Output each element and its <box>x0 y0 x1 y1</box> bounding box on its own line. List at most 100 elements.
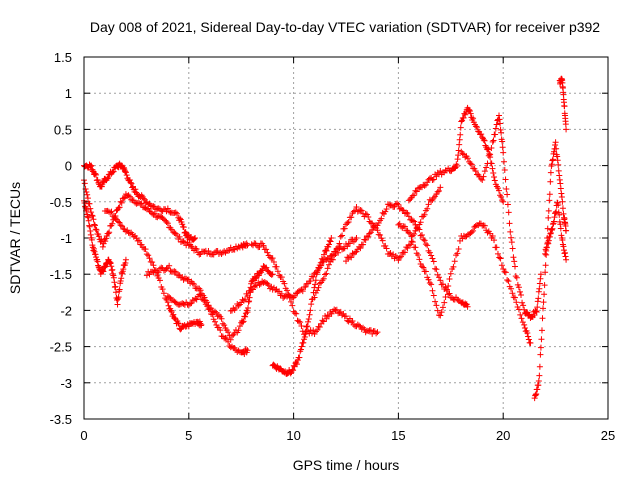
data-point-track-9 <box>365 328 372 335</box>
data-point-track-7 <box>264 280 271 287</box>
data-point-track-7 <box>346 240 353 247</box>
data-point-track-14 <box>485 152 492 159</box>
data-point-track-10 <box>358 207 365 214</box>
data-point-track-15 <box>531 395 538 402</box>
data-point-track-5 <box>183 275 190 282</box>
data-point-track-4 <box>126 230 133 237</box>
data-point-track-5 <box>156 265 163 272</box>
data-point-track-10 <box>383 245 390 252</box>
data-point-track-11 <box>404 210 411 217</box>
data-point-track-12 <box>450 263 457 270</box>
data-point-track-14 <box>487 151 494 158</box>
data-point-track-9 <box>346 315 353 322</box>
data-point-track-12 <box>442 294 449 301</box>
data-point-track-15 <box>554 157 561 164</box>
data-point-track-1 <box>164 220 171 227</box>
data-point-track-4 <box>122 228 129 235</box>
data-point-track-5 <box>223 336 230 343</box>
data-point-track-1 <box>91 221 98 228</box>
data-point-track-11 <box>417 232 424 239</box>
data-point-track-6 <box>246 298 253 305</box>
data-point-track-5 <box>155 269 162 276</box>
data-point-track-15 <box>532 391 539 398</box>
data-point-track-14 <box>498 129 505 136</box>
data-point-track-11 <box>430 258 437 265</box>
data-point-track-16 <box>547 230 554 237</box>
data-point-track-15 <box>534 386 541 393</box>
data-point-track-6 <box>219 320 226 327</box>
data-point-track-14 <box>468 161 475 168</box>
data-point-track-11 <box>391 203 398 210</box>
data-point-track-16 <box>557 225 564 232</box>
data-point-track-2 <box>117 278 124 285</box>
data-point-track-14 <box>501 166 508 173</box>
data-point-track-15 <box>545 207 552 214</box>
data-point-track-4 <box>108 208 115 215</box>
data-point-track-11 <box>405 213 412 220</box>
data-point-track-12 <box>434 307 441 314</box>
data-point-track-14 <box>509 245 516 252</box>
data-point-track-5 <box>217 327 224 334</box>
data-point-track-16 <box>558 232 565 239</box>
data-point-track-13 <box>480 137 487 144</box>
data-point-track-2 <box>108 263 115 270</box>
data-point-track-1 <box>196 251 203 258</box>
y-tick-label: 0 <box>65 159 72 174</box>
data-point-track-11 <box>415 225 422 232</box>
data-point-track-13 <box>405 197 412 204</box>
data-point-track-1 <box>218 250 225 257</box>
data-point-track-13 <box>460 114 467 121</box>
data-point-track-3 <box>105 175 112 182</box>
data-point-track-9 <box>291 310 298 317</box>
data-point-track-3 <box>122 168 129 175</box>
data-point-track-13 <box>457 131 464 138</box>
data-point-track-16 <box>547 230 554 237</box>
data-point-track-4 <box>170 311 177 318</box>
data-point-track-9 <box>267 254 274 261</box>
data-point-track-2 <box>87 231 94 238</box>
data-point-track-16 <box>549 225 556 232</box>
data-point-track-6 <box>245 305 252 312</box>
data-point-track-13 <box>481 137 488 144</box>
data-point-track-11 <box>438 281 445 288</box>
data-point-track-2 <box>83 206 90 213</box>
data-point-track-13 <box>413 188 420 195</box>
data-point-track-9 <box>325 313 332 320</box>
data-point-track-13 <box>456 136 463 143</box>
data-point-track-6 <box>244 309 251 316</box>
data-point-track-9 <box>278 274 285 281</box>
data-point-track-15 <box>553 145 560 152</box>
data-point-track-8 <box>298 343 305 350</box>
data-point-track-7 <box>308 273 315 280</box>
data-point-track-16 <box>552 210 559 217</box>
data-point-track-5 <box>222 334 229 341</box>
data-point-track-1 <box>124 192 131 199</box>
y-tick-label: 0.5 <box>54 122 72 137</box>
data-point-track-15 <box>533 390 540 397</box>
data-point-track-10 <box>382 242 389 249</box>
data-point-track-9 <box>324 312 331 319</box>
data-point-track-11 <box>394 200 401 207</box>
data-point-track-3 <box>126 177 133 184</box>
data-point-track-15 <box>540 299 547 306</box>
data-point-track-1 <box>115 204 122 211</box>
data-point-track-2 <box>94 258 101 265</box>
data-point-track-15 <box>557 180 564 187</box>
data-point-track-5 <box>189 280 196 287</box>
data-point-track-2 <box>81 200 88 207</box>
data-point-track-8 <box>328 235 335 241</box>
data-point-track-4 <box>130 233 137 240</box>
data-point-track-10 <box>428 197 435 204</box>
data-point-track-12 <box>426 279 433 286</box>
data-point-track-5 <box>146 271 153 278</box>
data-point-track-16 <box>542 250 549 257</box>
data-point-track-12 <box>401 223 408 230</box>
data-point-track-1 <box>235 243 242 250</box>
data-point-track-9 <box>356 322 363 329</box>
data-point-track-12 <box>420 264 427 271</box>
data-point-track-3 <box>87 163 94 170</box>
data-point-track-13 <box>490 169 497 176</box>
data-point-track-8 <box>315 265 322 272</box>
data-point-track-14 <box>518 291 525 298</box>
data-point-track-7 <box>242 296 249 303</box>
